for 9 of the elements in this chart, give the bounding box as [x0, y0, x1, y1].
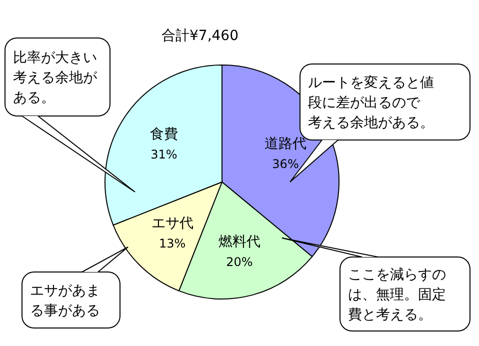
data-label: 13%	[159, 236, 186, 251]
slice-label: 食費	[150, 126, 178, 143]
slice-label: エサ代	[151, 216, 194, 232]
data-label: 20%	[226, 254, 253, 269]
slice-label: 道路代	[264, 136, 307, 152]
data-label: 31%	[150, 148, 178, 162]
chart-title: 合計¥7,460	[162, 28, 238, 44]
data-label: 36%	[272, 157, 299, 172]
slice-label: 燃料代	[218, 234, 260, 250]
